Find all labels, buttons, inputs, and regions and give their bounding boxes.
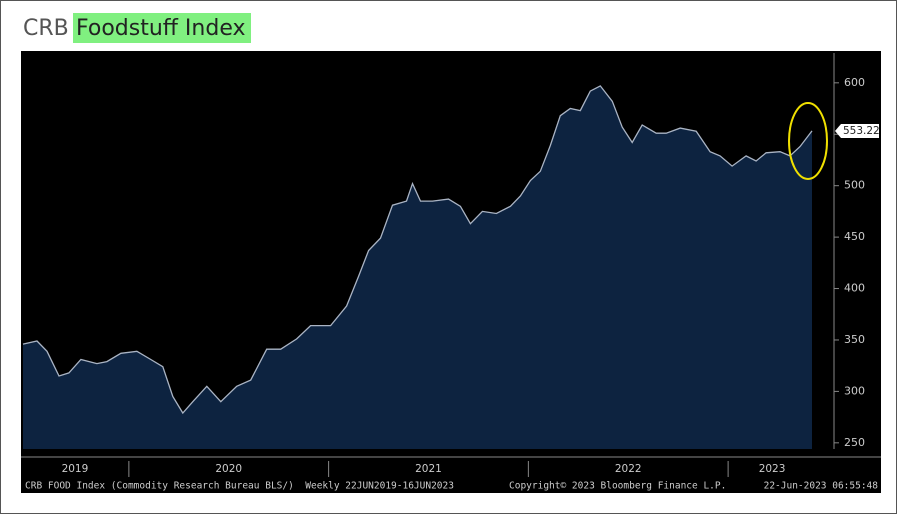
y-tick-label: 300 — [844, 384, 865, 397]
last-value-box — [835, 123, 879, 138]
y-tick-label: 500 — [844, 179, 865, 192]
y-tick-label: 600 — [844, 76, 865, 89]
line — [22, 85, 813, 415]
x-tick-label: 2019 — [62, 463, 89, 475]
y-tick-label: 350 — [844, 333, 865, 346]
last-value-label: 553.22 — [843, 125, 880, 137]
area — [23, 85, 812, 450]
footer-timestamp: 22-Jun-2023 06:55:48 — [764, 481, 879, 492]
y-tick-label: 250 — [844, 436, 865, 449]
y-tick-label: 400 — [844, 282, 865, 295]
x-tick-label: 2021 — [415, 463, 442, 475]
footer-copyright: Copyright© 2023 Bloomberg Finance L.P. — [509, 481, 726, 492]
footer-source: CRB FOOD Index (Commodity Research Burea… — [25, 481, 454, 492]
title-highlight — [73, 13, 251, 43]
chart-title-highlight: Foodstuff Index — [76, 16, 246, 41]
x-tick-label: 2020 — [215, 463, 242, 475]
highlight-circle — [788, 101, 829, 180]
y-tick-label: 450 — [844, 230, 865, 243]
chart-title: CRB — [23, 16, 69, 41]
x-tick-label: 2022 — [615, 463, 642, 475]
x-tick-label: 2023 — [759, 463, 786, 475]
